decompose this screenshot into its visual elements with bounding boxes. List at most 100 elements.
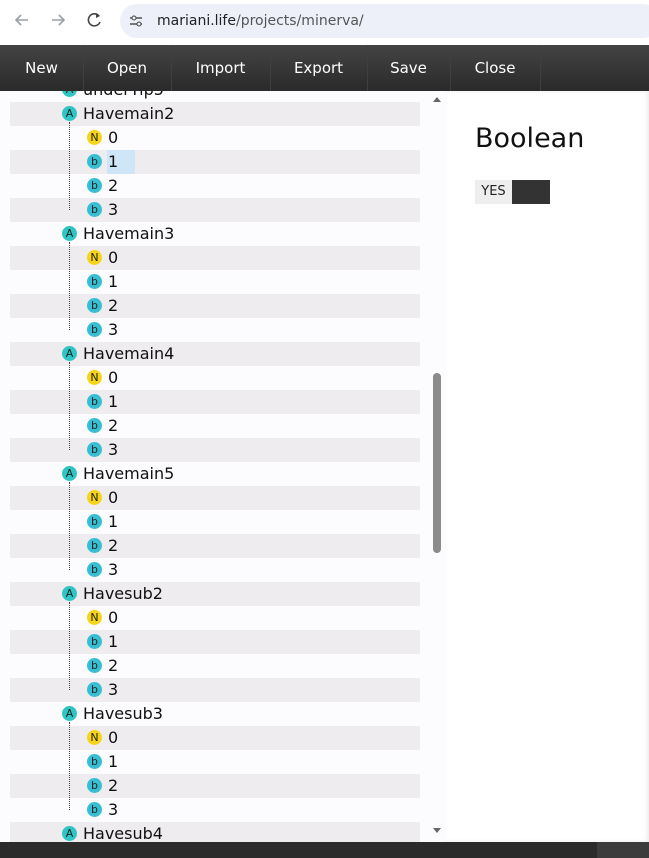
status-bar: [0, 842, 649, 858]
address-bar[interactable]: mariani.life/projects/minerva/: [120, 4, 649, 38]
tree-row: [10, 606, 420, 630]
node-label[interactable]: 3: [108, 440, 119, 459]
tree-row: [10, 390, 420, 414]
node-label[interactable]: Havemain4: [83, 344, 175, 363]
badge: b: [87, 634, 102, 649]
scrollbar[interactable]: [428, 91, 446, 842]
tree-row: [10, 414, 420, 438]
node-label[interactable]: Havesub4: [83, 824, 163, 842]
status-block: [597, 842, 649, 858]
tree-row: [10, 318, 420, 342]
badge: N: [87, 490, 102, 505]
badge: b: [87, 778, 102, 793]
detail-title: Boolean: [475, 123, 585, 154]
badge: b: [87, 274, 102, 289]
badge: A: [62, 586, 77, 601]
node-label[interactable]: 1: [108, 512, 119, 531]
toolbar-button[interactable]: Save: [367, 45, 451, 91]
node-label[interactable]: 2: [108, 176, 119, 195]
tree-line: [69, 482, 70, 570]
badge: b: [87, 154, 102, 169]
badge: b: [87, 514, 102, 529]
toggle-label[interactable]: YES: [475, 180, 512, 204]
badge: b: [87, 658, 102, 673]
badge: b: [87, 562, 102, 577]
toggle-switch[interactable]: [512, 180, 550, 204]
toolbar-button[interactable]: Import: [171, 45, 271, 91]
url-path: /projects/minerva/: [235, 13, 364, 29]
tree-line: [69, 722, 70, 810]
tree-line: [69, 242, 70, 330]
badge: b: [87, 202, 102, 217]
badge: A: [62, 466, 77, 481]
nav-icons: [14, 13, 101, 27]
toolbar-button[interactable]: Open: [83, 45, 172, 91]
tree-row: [10, 774, 420, 798]
tree-row: [10, 582, 420, 606]
tree-row: [10, 366, 420, 390]
badge: b: [87, 298, 102, 313]
node-label[interactable]: 2: [108, 416, 119, 435]
tree-row: [10, 750, 420, 774]
tree-row: [10, 438, 420, 462]
tree-row: [10, 702, 420, 726]
tree-line: [69, 602, 70, 690]
tree-line: [69, 122, 70, 210]
node-label[interactable]: 2: [108, 536, 119, 555]
node-label[interactable]: 1: [108, 272, 119, 291]
node-label[interactable]: 3: [108, 680, 119, 699]
node-label[interactable]: 1: [108, 752, 119, 771]
browser-bar: mariani.life/projects/minerva/: [0, 0, 649, 45]
node-label[interactable]: underTip5: [83, 91, 164, 102]
tree-row: [10, 150, 420, 174]
tree-row: [10, 174, 420, 198]
badge: N: [87, 250, 102, 265]
tree-row: [10, 822, 420, 842]
node-label[interactable]: Havemain2: [83, 104, 175, 123]
node-label[interactable]: Havesub2: [83, 584, 163, 603]
toolbar-button[interactable]: New: [0, 45, 84, 91]
tree-row: [10, 678, 420, 702]
badge: b: [87, 442, 102, 457]
node-label[interactable]: 1: [108, 632, 119, 651]
badge: b: [87, 754, 102, 769]
node-label[interactable]: 3: [108, 560, 119, 579]
badge: A: [62, 106, 77, 121]
badge: N: [87, 730, 102, 745]
toolbar-button[interactable]: Export: [270, 45, 368, 91]
node-label[interactable]: 0: [108, 248, 119, 267]
toolbar-button[interactable]: Close: [450, 45, 541, 91]
url-text: mariani.life/projects/minerva/: [157, 4, 364, 38]
node-label[interactable]: 0: [108, 608, 119, 627]
node-label[interactable]: 2: [108, 776, 119, 795]
node-label[interactable]: 1: [108, 392, 119, 411]
tree-row: [10, 534, 420, 558]
tree-row: [10, 91, 420, 102]
node-label[interactable]: 0: [108, 128, 119, 147]
node-label[interactable]: Havemain3: [83, 224, 175, 243]
node-label[interactable]: 3: [108, 200, 119, 219]
node-label[interactable]: 3: [108, 800, 119, 819]
tree-row: [10, 270, 420, 294]
node-label[interactable]: 1: [108, 152, 119, 171]
node-label[interactable]: 0: [108, 728, 119, 747]
node-label[interactable]: 3: [108, 320, 119, 339]
badge: N: [87, 370, 102, 385]
node-label[interactable]: 0: [108, 488, 119, 507]
toolbar: New Open Import Export Save Close: [0, 45, 649, 91]
tree-row: [10, 126, 420, 150]
node-label[interactable]: 2: [108, 656, 119, 675]
badge: A: [62, 91, 77, 97]
selection: [107, 150, 135, 174]
node-label[interactable]: 2: [108, 296, 119, 315]
tree-row: [10, 294, 420, 318]
site-icon: [130, 15, 142, 27]
node-label[interactable]: Havemain5: [83, 464, 175, 483]
node-label[interactable]: 0: [108, 368, 119, 387]
badge: b: [87, 802, 102, 817]
node-label[interactable]: Havesub3: [83, 704, 163, 723]
tree-row: [10, 510, 420, 534]
tree-row: [10, 102, 420, 126]
tree-row: [10, 342, 420, 366]
